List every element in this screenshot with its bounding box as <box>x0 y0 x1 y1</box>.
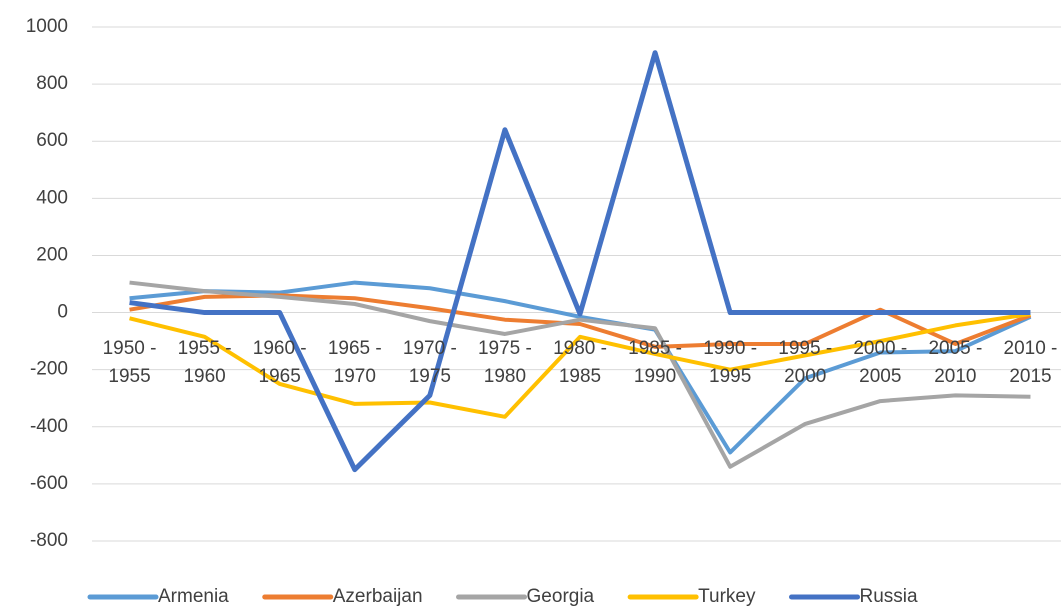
legend-label: Georgia <box>527 586 595 607</box>
x-tick-label: 1990 - 1995 <box>703 337 758 387</box>
y-tick-label: -400 <box>30 416 68 437</box>
y-tick-label: -800 <box>30 530 68 551</box>
y-tick-label: 1000 <box>26 16 68 37</box>
x-tick-label: 1955 - 1960 <box>177 337 232 387</box>
x-tick-label: 2005 - 2010 <box>928 337 983 387</box>
legend-label: Russia <box>860 586 919 607</box>
y-tick-label: 400 <box>36 187 68 208</box>
series-line <box>129 312 1031 419</box>
y-tick-label: 0 <box>57 302 68 323</box>
series-line <box>129 280 1032 455</box>
y-tick-label: 800 <box>36 73 68 94</box>
x-tick-label: 1980 - 1985 <box>553 337 607 387</box>
x-tick-label: 1975 - 1980 <box>477 337 532 387</box>
legend-label: Armenia <box>158 586 229 607</box>
x-tick-label: 1950 - 1955 <box>102 337 157 387</box>
x-tick-label: 2010 - 2015 <box>1003 337 1058 387</box>
legend-label: Azerbaijan <box>333 586 423 607</box>
y-tick-label: 600 <box>36 130 68 151</box>
legend-label: Turkey <box>698 586 756 607</box>
series-line <box>129 280 1031 469</box>
x-tick-label: 1995 - 2000 <box>778 337 833 387</box>
x-tick-label: 1970 - 1975 <box>402 337 457 387</box>
x-tick-label: 1965 - 1970 <box>327 337 382 387</box>
x-tick-label: 2000 - 2005 <box>853 337 908 387</box>
x-tick-label: 1985 - 1990 <box>628 337 682 387</box>
y-tick-label: -600 <box>30 473 68 494</box>
x-tick-label: 1960 - 1965 <box>252 337 307 387</box>
y-tick-label: -200 <box>30 359 68 380</box>
y-tick-label: 200 <box>36 244 68 265</box>
series-line <box>129 50 1031 473</box>
